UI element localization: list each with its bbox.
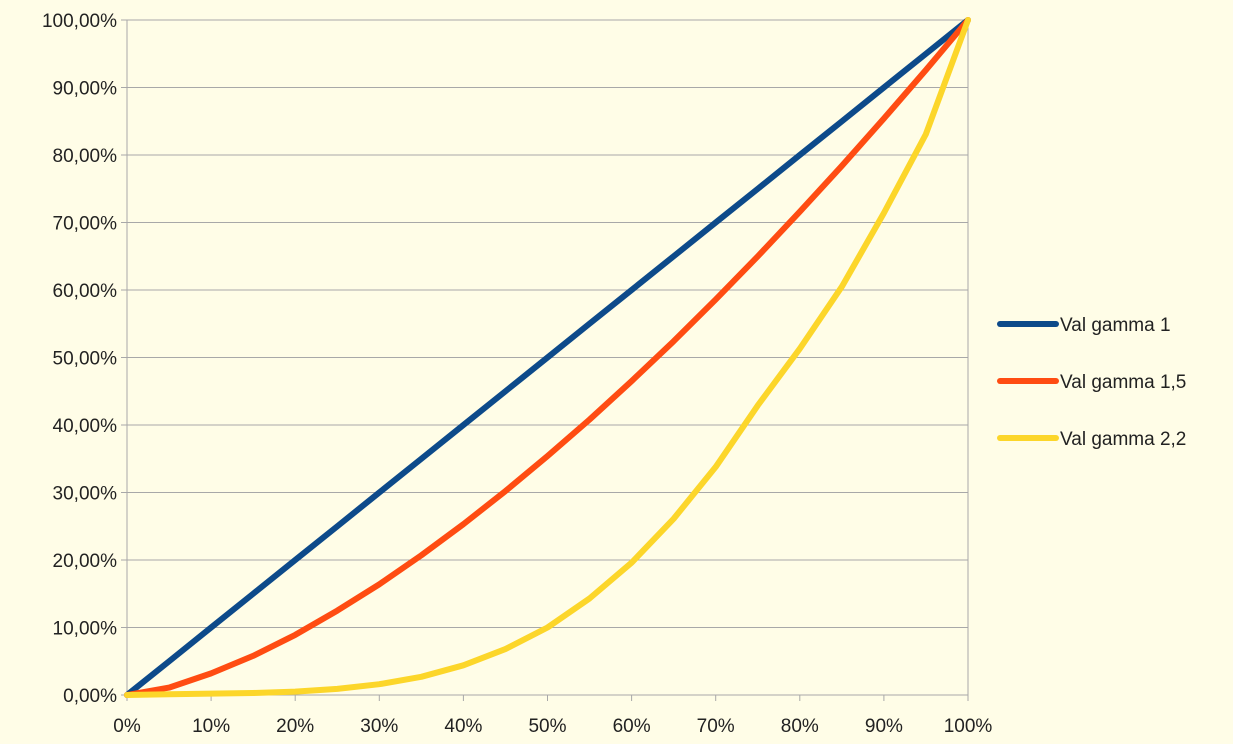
y-tick-label: 70,00% <box>53 214 118 235</box>
x-tick-label: 50% <box>528 716 566 737</box>
series-line-3 <box>124 17 971 698</box>
x-tick-label: 70% <box>697 716 735 737</box>
y-tick-label: 10,00% <box>53 619 118 640</box>
legend-label-2: Val gamma 1,5 <box>1060 372 1186 393</box>
legend-label-3: Val gamma 2,2 <box>1060 429 1186 450</box>
y-tick-label: 90,00% <box>53 79 118 100</box>
x-tick-label: 80% <box>781 716 819 737</box>
axis-layer: 0,00% 10,00% 20,00% 30,00% 40,00% 50,00% 60,00… <box>42 11 992 737</box>
legend: Val gamma 1 Val gamma 1,5 Val gamma 2,2 <box>997 315 1186 450</box>
x-tick-label: 0% <box>113 716 141 737</box>
series-line-2 <box>124 17 971 698</box>
x-tick-label: 40% <box>444 716 482 737</box>
y-tick-label: 0,00% <box>63 686 117 707</box>
y-tick-label: 100,00% <box>42 11 117 32</box>
y-tick-label: 80,00% <box>53 146 118 167</box>
x-tick-label: 100% <box>944 716 993 737</box>
y-tick-label: 30,00% <box>53 484 118 505</box>
y-tick-label: 50,00% <box>53 349 118 370</box>
y-tick-label: 20,00% <box>53 551 118 572</box>
series-line-1 <box>124 17 971 698</box>
y-tick-label: 40,00% <box>53 416 118 437</box>
x-tick-label: 60% <box>613 716 651 737</box>
x-tick-label: 90% <box>865 716 903 737</box>
x-tick-label: 10% <box>192 716 230 737</box>
y-tick-label: 60,00% <box>53 281 118 302</box>
x-tick-label: 20% <box>276 716 314 737</box>
series-layer <box>124 17 971 698</box>
x-tick-label: 30% <box>360 716 398 737</box>
legend-label-1: Val gamma 1 <box>1060 315 1171 336</box>
